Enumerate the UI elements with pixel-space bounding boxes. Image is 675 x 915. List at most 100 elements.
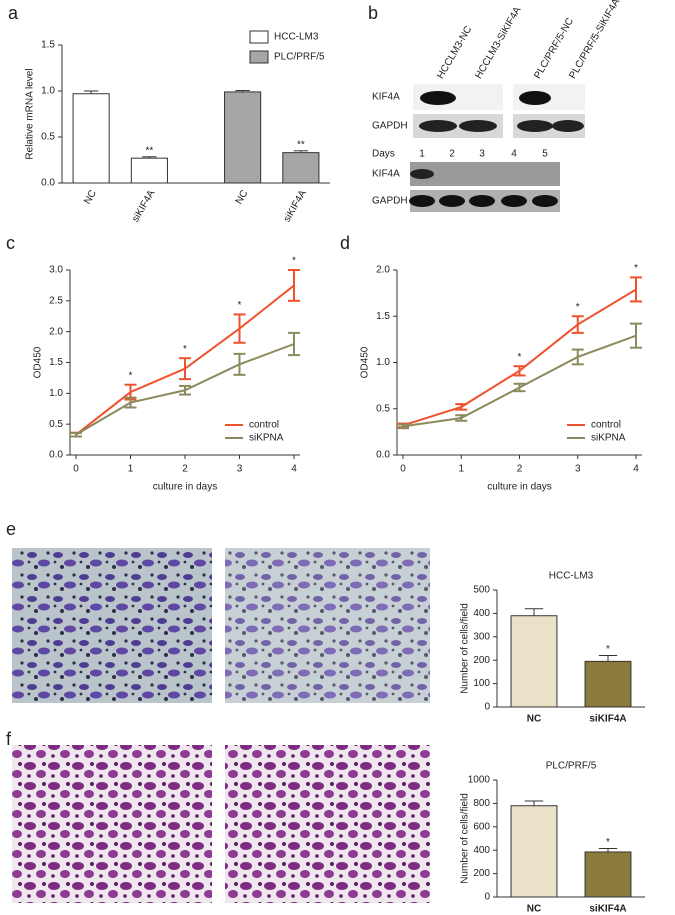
x-tick-label: 4 [633,464,639,475]
blot-strip [410,162,560,186]
y-tick-label: 300 [473,631,490,642]
y-tick-label: 2.5 [49,295,63,306]
y-tick-label: 0.5 [41,132,55,143]
significance: * [576,302,580,313]
y-tick-label: 1.5 [41,40,55,51]
x-tick-label: siKIF4A [589,904,626,915]
day-label: 2 [449,149,455,160]
significance: * [292,256,296,267]
micrograph [12,745,212,903]
panel-label: f [6,729,12,749]
lane-label: PLC/PRF/5-SiKIF4A [567,0,622,81]
y-tick-label: 2.0 [49,326,63,337]
legend-label: PLC/PRF/5 [274,52,325,63]
legend-label: HCC-LM3 [274,32,319,43]
significance: * [238,300,242,311]
y-tick-label: 1.0 [41,86,55,97]
y-tick-label: 1.5 [376,311,390,322]
band [501,195,527,207]
chart-title: HCC-LM3 [549,571,594,582]
row-label: KIF4A [372,169,400,180]
band [517,120,553,132]
y-axis-label: Number of cells/field [460,603,471,694]
y-axis-label: Relative mRNA level [25,68,36,159]
band [552,120,584,132]
y-tick-label: 200 [473,868,490,879]
significance: * [606,644,610,655]
x-axis-label: culture in days [153,482,217,493]
bar [282,152,320,184]
significance: ** [145,145,153,156]
series-line [402,334,637,428]
days-label: Days [372,149,395,160]
y-tick-label: 600 [473,821,490,832]
x-tick-label: NC [82,188,99,206]
panel-label: c [6,233,15,253]
y-axis-label: OD450 [33,346,44,378]
lane-label: HCCLM3-SiKIF4A [473,5,523,81]
y-axis-label: OD450 [360,346,371,378]
y-tick-label: 1.0 [49,388,63,399]
y-tick-label: 0 [484,892,490,903]
legend-label: control [249,420,279,431]
x-tick-label: 3 [575,464,581,475]
y-tick-label: 1000 [468,775,491,786]
x-tick-label: 0 [400,464,406,475]
panel-label: b [368,3,378,23]
legend-swatch [249,30,269,44]
micrograph [12,548,212,703]
panel-label: e [6,519,16,539]
legend-label: siKPNA [591,433,626,444]
bar [584,851,632,898]
y-tick-label: 800 [473,798,490,809]
panel-label: a [8,3,19,23]
x-axis-label: culture in days [487,482,551,493]
x-tick-label: NC [234,188,251,206]
y-tick-label: 500 [473,585,490,596]
day-label: 3 [479,149,485,160]
y-tick-label: 100 [473,678,490,689]
band [459,120,497,132]
x-tick-label: 2 [182,464,188,475]
significance: * [518,352,522,363]
band [420,91,456,105]
band [409,195,435,207]
row-label: KIF4A [372,92,400,103]
y-tick-label: 2.0 [376,265,390,276]
x-tick-label: 1 [458,464,464,475]
x-tick-label: NC [527,714,541,725]
band [419,120,457,132]
panel-label: d [340,233,350,253]
micrograph [225,745,430,903]
y-tick-label: 1.5 [49,357,63,368]
y-tick-label: 0 [484,702,490,713]
day-label: 1 [419,149,425,160]
bar [584,660,632,708]
x-tick-label: 0 [73,464,79,475]
legend-label: control [591,420,621,431]
y-tick-label: 3.0 [49,265,63,276]
micrograph [225,548,430,703]
band [469,195,495,207]
y-tick-label: 0.5 [376,403,390,414]
x-tick-label: 2 [517,464,523,475]
y-axis-label: Number of cells/field [460,793,471,884]
row-label: GAPDH [372,121,408,132]
band [410,169,434,179]
y-tick-label: 1.0 [376,357,390,368]
y-tick-label: 400 [473,608,490,619]
x-tick-label: siKIF4A [130,188,157,224]
lane-label: HCCLM3-NC [435,24,474,81]
significance: * [183,344,187,355]
significance: * [129,370,133,381]
significance: * [634,263,638,274]
y-tick-label: 200 [473,655,490,666]
y-tick-label: 0.0 [376,450,390,461]
bar [510,615,558,708]
significance: ** [297,139,305,150]
band [439,195,465,207]
day-label: 5 [542,149,548,160]
bar [510,805,558,898]
significance: * [606,837,610,848]
